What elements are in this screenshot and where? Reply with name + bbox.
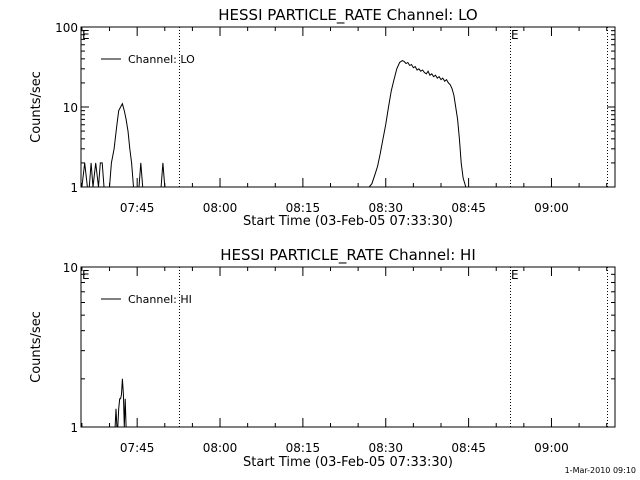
y-tick-label: 1	[70, 421, 78, 435]
plot-frame	[80, 26, 616, 188]
series-line-1	[114, 378, 129, 428]
x-axis-label: Start Time (03-Feb-05 07:33:30)	[243, 455, 453, 470]
annotation-e: E	[511, 268, 519, 282]
x-axis-label: Start Time (03-Feb-05 07:33:30)	[243, 214, 453, 229]
y-tick-label: 10	[63, 101, 78, 115]
x-tick-label: 08:30	[368, 201, 403, 215]
series-line-1	[81, 60, 615, 188]
annotation-e: E	[82, 268, 90, 282]
plot-frame	[80, 266, 616, 428]
legend-label: Channel: HI	[128, 293, 192, 306]
annotation-e: E	[511, 28, 519, 42]
x-tick-label: 09:00	[534, 441, 569, 455]
x-tick-label: 08:45	[451, 441, 486, 455]
x-tick-label: 07:45	[120, 441, 155, 455]
y-axis-label: Counts/sec	[29, 71, 44, 143]
x-tick-label: 08:30	[368, 441, 403, 455]
x-tick-label: 08:45	[451, 201, 486, 215]
chart-title: HESSI PARTICLE_RATE Channel: HI	[220, 246, 476, 265]
x-tick-label: 07:45	[120, 201, 155, 215]
chart-title: HESSI PARTICLE_RATE Channel: LO	[218, 6, 477, 25]
y-tick-label: 100	[55, 21, 78, 35]
y-axis-label: Counts/sec	[29, 311, 44, 383]
chart-panel-1: HESSI PARTICLE_RATE Channel: LO Counts/se…	[29, 6, 616, 229]
legend-label: Channel: LO	[128, 53, 195, 66]
y-tick-label: 10	[63, 261, 78, 275]
footer-timestamp: 1-Mar-2010 09:10	[565, 466, 636, 475]
x-tick-label: 08:00	[203, 201, 238, 215]
x-tick-label: 08:15	[286, 201, 321, 215]
chart-panel-2: HESSI PARTICLE_RATE Channel: HI Counts/se…	[29, 246, 616, 470]
x-tick-label: 08:00	[203, 441, 238, 455]
y-tick-label: 1	[70, 181, 78, 195]
x-tick-label: 09:00	[534, 201, 569, 215]
annotation-e: E	[82, 28, 90, 42]
x-tick-label: 08:15	[286, 441, 321, 455]
